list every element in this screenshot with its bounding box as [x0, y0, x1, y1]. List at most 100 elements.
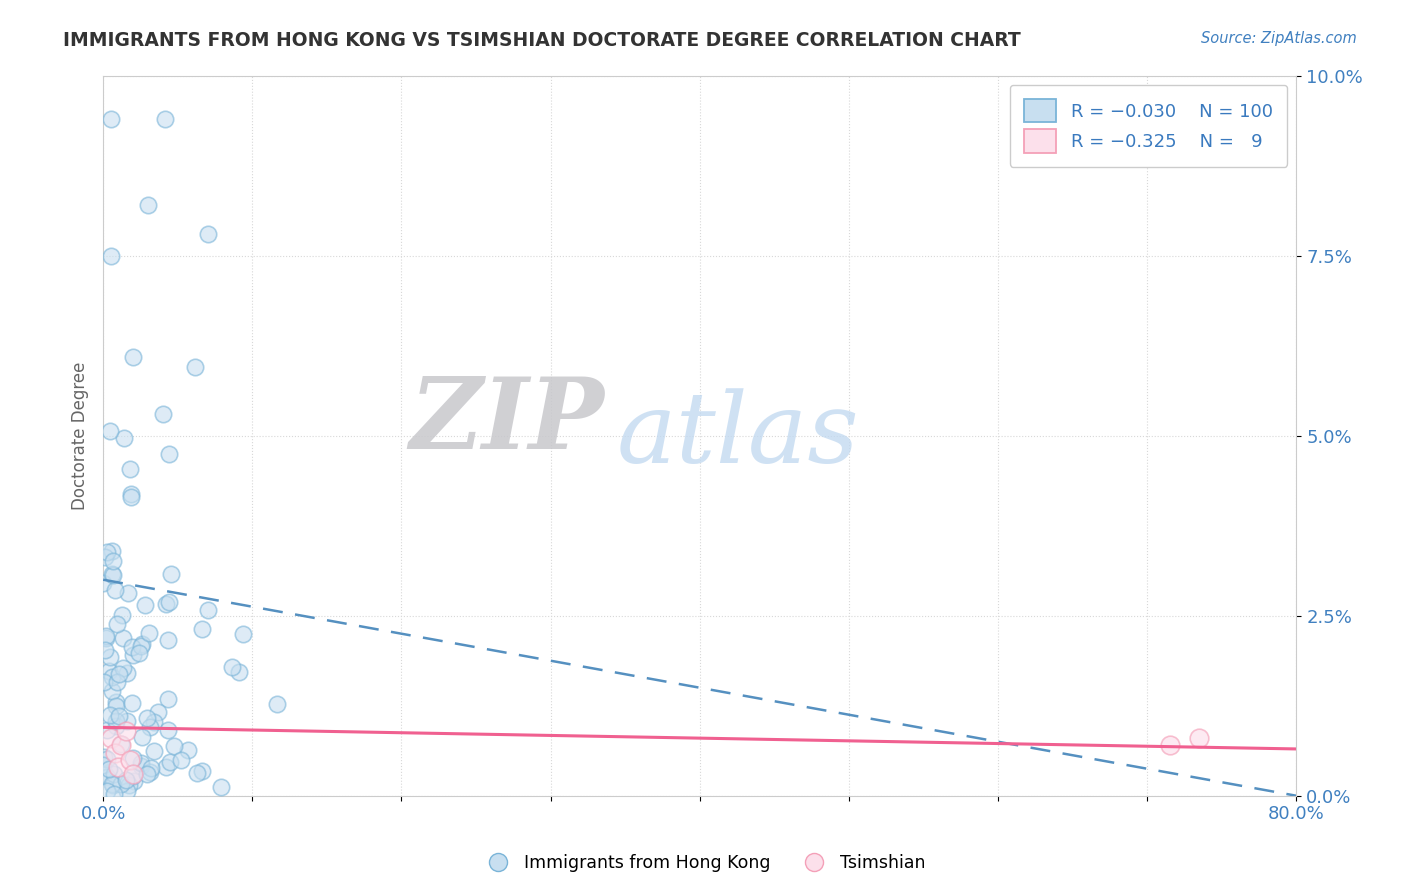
Point [100, 777, 122, 791]
Point [135, 767, 157, 781]
Point [121, 697, 143, 711]
Point [221, 659, 243, 673]
Point [1159, 739, 1181, 753]
Point [105, 675, 128, 690]
Point [101, 554, 124, 568]
Point [139, 761, 162, 775]
Point [96, 783, 118, 797]
Point [105, 714, 128, 729]
Y-axis label: Doctorate Degree: Doctorate Degree [72, 361, 89, 510]
Point [186, 766, 208, 780]
Point [139, 719, 162, 733]
Point [105, 719, 128, 733]
Point [101, 683, 124, 698]
Point [157, 633, 180, 648]
Point [93, 550, 115, 565]
Point [111, 608, 134, 623]
Point [136, 198, 159, 212]
Point [105, 695, 128, 709]
Point [117, 586, 139, 600]
Legend: R = −0.030    N = 100, R = −0.325    N =   9: R = −0.030 N = 100, R = −0.325 N = 9 [1010, 85, 1288, 167]
Point [121, 640, 143, 655]
Point [110, 739, 132, 753]
Point [129, 756, 152, 771]
Point [104, 746, 127, 760]
Point [153, 112, 176, 126]
Point [138, 626, 160, 640]
Point [197, 227, 219, 241]
Point [169, 753, 191, 767]
Point [115, 784, 138, 798]
Point [96, 751, 118, 765]
Point [98, 649, 121, 664]
Point [107, 760, 129, 774]
Text: atlas: atlas [616, 388, 859, 483]
Point [108, 667, 131, 681]
Point [93, 575, 115, 590]
Point [103, 787, 125, 801]
Point [96, 545, 118, 559]
Text: ZIP: ZIP [409, 373, 605, 469]
Point [159, 755, 181, 769]
Point [100, 249, 122, 263]
Point [105, 698, 128, 713]
Point [117, 778, 139, 792]
Point [232, 627, 254, 641]
Point [156, 723, 179, 737]
Point [93, 758, 115, 772]
Point [157, 594, 180, 608]
Point [96, 723, 118, 737]
Point [146, 706, 169, 720]
Point [228, 665, 250, 679]
Point [136, 711, 159, 725]
Point [93, 675, 115, 690]
Point [120, 487, 142, 501]
Point [115, 714, 138, 728]
Point [101, 544, 124, 558]
Point [155, 597, 177, 611]
Point [143, 744, 166, 758]
Point [131, 731, 153, 745]
Legend: Immigrants from Hong Kong, Tsimshian: Immigrants from Hong Kong, Tsimshian [474, 847, 932, 879]
Text: Source: ZipAtlas.com: Source: ZipAtlas.com [1201, 31, 1357, 46]
Point [266, 697, 288, 711]
Point [98, 707, 121, 722]
Point [110, 737, 132, 751]
Point [97, 664, 120, 678]
Point [120, 462, 142, 476]
Point [1188, 731, 1211, 746]
Point [129, 758, 152, 772]
Point [155, 760, 177, 774]
Point [94, 767, 117, 781]
Point [108, 708, 131, 723]
Point [103, 767, 125, 781]
Point [111, 631, 134, 645]
Point [98, 762, 121, 776]
Point [103, 582, 125, 597]
Point [100, 731, 122, 746]
Point [100, 567, 122, 582]
Point [101, 568, 124, 582]
Point [101, 778, 124, 792]
Point [101, 670, 124, 684]
Point [96, 630, 118, 644]
Point [100, 112, 122, 126]
Point [96, 770, 118, 784]
Point [94, 632, 117, 646]
Point [157, 691, 180, 706]
Point [115, 772, 138, 787]
Point [114, 723, 136, 738]
Point [143, 714, 166, 729]
Point [112, 431, 135, 445]
Point [190, 622, 212, 636]
Point [134, 598, 156, 612]
Point [122, 774, 145, 789]
Point [157, 447, 180, 461]
Point [117, 666, 139, 681]
Point [197, 603, 219, 617]
Point [105, 616, 128, 631]
Point [163, 739, 186, 753]
Point [121, 751, 143, 765]
Point [131, 639, 153, 653]
Point [111, 660, 134, 674]
